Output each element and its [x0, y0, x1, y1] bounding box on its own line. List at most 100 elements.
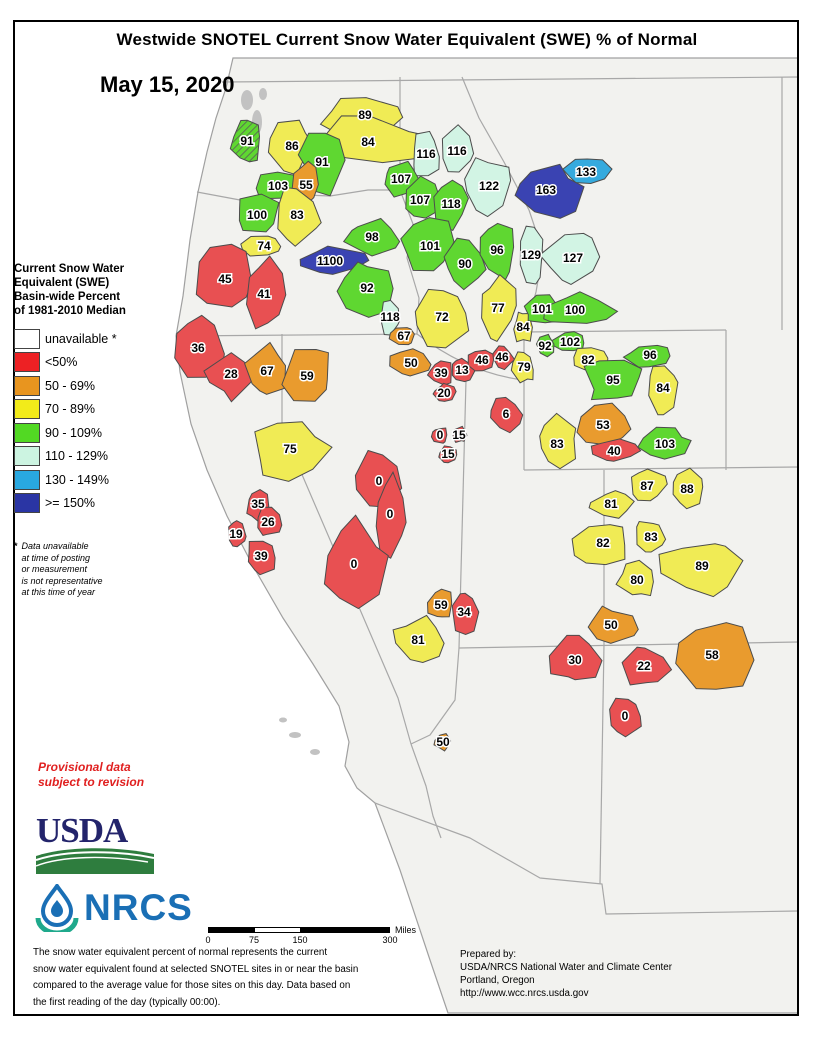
- basin-value-label: 95: [606, 373, 620, 387]
- text-line: Portland, Oregon: [460, 975, 535, 986]
- basin-polygon: [452, 425, 468, 443]
- basin-polygon: [388, 327, 415, 346]
- basin-value-label: 87: [640, 479, 654, 493]
- basin-polygon: [510, 351, 534, 384]
- text-line: is not representative: [21, 575, 103, 586]
- basin-value-label: 6: [503, 407, 510, 421]
- scalebar-bar: Miles: [208, 925, 416, 935]
- legend-swatch: [14, 422, 40, 443]
- scalebar-segment: [254, 928, 300, 932]
- text-line: the first reading of the day (typically …: [33, 996, 221, 1008]
- basin-value-label: 34: [457, 605, 471, 619]
- basin-polygon: [277, 186, 322, 247]
- basin-polygon: [426, 360, 452, 386]
- basin-value-label: 0: [387, 507, 394, 521]
- nrcs-logo: NRCS: [34, 884, 193, 932]
- page-title: Westwide SNOTEL Current Snow Water Equiv…: [116, 30, 698, 49]
- basin-value-label: 19: [229, 527, 243, 541]
- scalebar-ticks: 0 75 150 300: [205, 933, 408, 945]
- legend-title: Current Snow Water Equivalent (SWE) Basin-…: [14, 262, 174, 318]
- legend-swatch: [14, 352, 40, 373]
- basin-polygon: [441, 124, 475, 173]
- basin-value-label: 39: [434, 366, 448, 380]
- text-line: Current Snow Water: [14, 263, 125, 275]
- scalebar-segment: [209, 928, 255, 932]
- provisional-notice: Provisional data subject to revision: [38, 760, 144, 790]
- text-line: http://www.wcc.nrcs.usda.gov: [460, 988, 589, 999]
- basin-polygon: [588, 490, 635, 519]
- basin-polygon: [615, 559, 654, 597]
- legend-item: 70 - 89%: [14, 398, 174, 422]
- legend-swatch: [14, 493, 40, 514]
- basin-value-label: 20: [437, 386, 451, 400]
- text-line: Basin-wide Percent: [14, 291, 121, 303]
- basin-polygon: [535, 333, 555, 358]
- legend-item-label: 110 - 129%: [45, 449, 109, 464]
- legend-swatch: [14, 375, 40, 396]
- basin-polygon: [430, 427, 448, 444]
- basin-value-label: 100: [247, 208, 267, 222]
- legend: Current Snow Water Equivalent (SWE) Basin-…: [14, 262, 174, 599]
- basin-value-label: 0: [622, 709, 629, 723]
- basin-value-label: 67: [260, 364, 274, 378]
- basin-polygon: [672, 467, 704, 510]
- legend-item-label: 70 - 89%: [45, 402, 96, 417]
- legend-item-label: 90 - 109%: [45, 425, 102, 440]
- basin-polygon: [637, 426, 692, 460]
- basin-polygon: [464, 157, 512, 218]
- text-line: The snow water equivalent percent of nor…: [33, 947, 328, 958]
- basin-value-label: 89: [358, 108, 372, 122]
- basin-value-label: 118: [441, 197, 461, 211]
- text-line: Provisional data: [38, 760, 131, 774]
- basin-polygon: [414, 288, 470, 349]
- basin-value-label: 90: [458, 257, 472, 271]
- legend-item: >= 150%: [14, 492, 174, 516]
- basin-polygon: [562, 158, 613, 185]
- basin-value-label: 39: [254, 549, 268, 563]
- page-border-frame: [13, 20, 799, 1016]
- basin-polygon: [433, 179, 469, 232]
- basin-value-label: 50: [404, 356, 418, 370]
- basin-value-label: 86: [285, 139, 299, 153]
- basin-polygon: [492, 345, 516, 371]
- basin-polygon: [375, 471, 407, 559]
- legend-swatch: [14, 469, 40, 490]
- scalebar-unit-label: Miles: [395, 925, 417, 935]
- basin-polygon: [609, 697, 642, 738]
- basin-polygon: [392, 614, 445, 664]
- basin-polygon: [630, 468, 668, 502]
- basin-value-label: 30: [568, 653, 582, 667]
- basin-value-label: 79: [517, 360, 531, 374]
- basin-polygon: [658, 543, 744, 598]
- basin-value-label: 101: [420, 239, 440, 253]
- text-line: at time of posting: [21, 552, 91, 563]
- basin-value-label: 84: [656, 381, 670, 395]
- basin-polygon: [245, 255, 287, 330]
- basin-value-label: 46: [475, 353, 489, 367]
- basin-polygon: [490, 396, 524, 434]
- basin-value-label: 116: [447, 144, 467, 158]
- basin-polygon: [405, 175, 441, 219]
- legend-item: unavailable *: [14, 327, 174, 351]
- text-line: Data unavailable: [21, 541, 89, 551]
- basin-polygon: [548, 634, 603, 681]
- legend-items: unavailable * <50% 50 - 69% 70 - 89% 90 - 10…: [14, 327, 174, 515]
- basin-polygon: [195, 243, 253, 308]
- basin-polygon: [389, 348, 432, 377]
- basin-value-label: 89: [695, 559, 709, 573]
- basin-value-label: 98: [365, 230, 379, 244]
- basin-value-label: 82: [596, 536, 610, 550]
- scalebar: Miles 0 75 150 300: [205, 925, 416, 945]
- scalebar-segment: [300, 928, 390, 932]
- basin-value-label: 81: [411, 633, 425, 647]
- basin-value-label: 1100: [317, 254, 343, 268]
- basin-polygon: [451, 592, 480, 636]
- basin-polygon: [479, 222, 515, 281]
- text-line: snow water equivalent found at selected …: [33, 963, 359, 975]
- basin-value-label: 118: [380, 310, 400, 324]
- legend-footnote: * Data unavailable at time of posting or m…: [14, 541, 174, 599]
- basin-value-label: 91: [240, 134, 254, 148]
- basin-polygon: [257, 506, 283, 536]
- text-line: Prepared by:: [460, 949, 517, 960]
